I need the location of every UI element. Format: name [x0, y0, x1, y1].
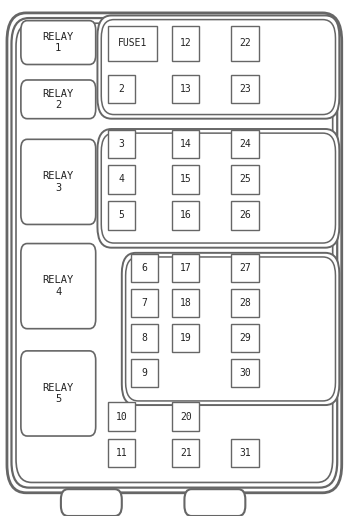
Bar	[231, 439, 259, 467]
FancyBboxPatch shape	[184, 489, 245, 516]
Text: 19: 19	[180, 333, 192, 343]
FancyBboxPatch shape	[101, 133, 335, 243]
Bar	[130, 359, 158, 387]
Bar	[231, 130, 259, 158]
Text: 30: 30	[239, 368, 251, 378]
Text: FUSE1: FUSE1	[118, 38, 147, 49]
Text: 14: 14	[180, 139, 192, 149]
FancyBboxPatch shape	[101, 20, 335, 115]
FancyBboxPatch shape	[21, 139, 96, 224]
Text: 21: 21	[180, 448, 192, 458]
Text: 23: 23	[239, 84, 251, 94]
Bar	[231, 289, 259, 317]
FancyBboxPatch shape	[97, 15, 339, 119]
Text: 26: 26	[239, 211, 251, 220]
Text: 28: 28	[239, 298, 251, 308]
FancyBboxPatch shape	[21, 351, 96, 436]
FancyBboxPatch shape	[122, 253, 339, 405]
Bar	[172, 439, 199, 467]
Bar	[108, 201, 135, 230]
Text: 24: 24	[239, 139, 251, 149]
Bar	[108, 439, 135, 467]
Bar	[172, 75, 199, 103]
Text: 13: 13	[180, 84, 192, 94]
Bar	[172, 165, 199, 194]
Bar	[108, 26, 157, 61]
Bar	[172, 26, 199, 61]
Bar	[172, 289, 199, 317]
Text: RELAY
3: RELAY 3	[43, 171, 74, 192]
Text: 22: 22	[239, 38, 251, 49]
Bar	[108, 130, 135, 158]
FancyBboxPatch shape	[11, 18, 337, 488]
Bar	[231, 201, 259, 230]
Bar	[231, 359, 259, 387]
Text: 2: 2	[119, 84, 124, 94]
Text: 5: 5	[119, 211, 124, 220]
Text: 18: 18	[180, 298, 192, 308]
Bar	[172, 254, 199, 282]
Text: 6: 6	[141, 263, 147, 273]
Text: 4: 4	[119, 174, 124, 184]
Bar	[172, 130, 199, 158]
Text: 27: 27	[239, 263, 251, 273]
Text: 25: 25	[239, 174, 251, 184]
FancyBboxPatch shape	[21, 21, 96, 64]
Text: 10: 10	[116, 412, 127, 422]
FancyBboxPatch shape	[21, 244, 96, 329]
FancyBboxPatch shape	[126, 257, 335, 401]
Bar	[172, 324, 199, 352]
Bar	[108, 402, 135, 431]
Text: 7: 7	[141, 298, 147, 308]
Bar	[130, 254, 158, 282]
Text: 9: 9	[141, 368, 147, 378]
Text: 8: 8	[141, 333, 147, 343]
Bar	[231, 324, 259, 352]
Bar	[172, 201, 199, 230]
Bar	[231, 254, 259, 282]
Bar	[231, 26, 259, 61]
Bar	[231, 165, 259, 194]
Text: 12: 12	[180, 38, 192, 49]
Text: 20: 20	[180, 412, 192, 422]
FancyBboxPatch shape	[97, 129, 339, 248]
Text: 17: 17	[180, 263, 192, 273]
Bar	[130, 324, 158, 352]
Bar	[172, 402, 199, 431]
FancyBboxPatch shape	[61, 489, 122, 516]
Text: 29: 29	[239, 333, 251, 343]
Text: 15: 15	[180, 174, 192, 184]
FancyBboxPatch shape	[16, 23, 333, 482]
Text: RELAY
4: RELAY 4	[43, 276, 74, 297]
Text: 3: 3	[119, 139, 124, 149]
Text: 16: 16	[180, 211, 192, 220]
Text: 31: 31	[239, 448, 251, 458]
FancyBboxPatch shape	[7, 13, 342, 493]
Text: 11: 11	[116, 448, 127, 458]
Bar	[130, 289, 158, 317]
Bar	[108, 75, 135, 103]
Bar	[108, 165, 135, 194]
FancyBboxPatch shape	[21, 80, 96, 119]
Bar	[231, 75, 259, 103]
Text: RELAY
2: RELAY 2	[43, 89, 74, 110]
Text: RELAY
5: RELAY 5	[43, 383, 74, 404]
Text: RELAY
1: RELAY 1	[43, 32, 74, 53]
